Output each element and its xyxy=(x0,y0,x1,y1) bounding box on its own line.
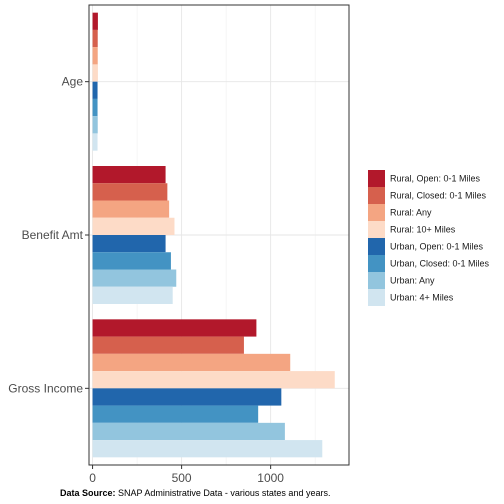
bar xyxy=(92,422,285,441)
y-tick-label: Gross Income xyxy=(8,381,83,395)
legend-key xyxy=(368,272,385,289)
legend-key xyxy=(368,289,385,306)
legend-label: Rural, Open: 0-1 Miles xyxy=(390,174,481,184)
bar xyxy=(92,286,173,304)
x-tick-label: 500 xyxy=(172,471,192,485)
bar xyxy=(92,319,257,337)
x-tick-label: 1000 xyxy=(257,471,284,485)
legend-key xyxy=(368,204,385,221)
bar xyxy=(92,235,166,253)
legend-label: Urban: Any xyxy=(390,276,435,286)
bar xyxy=(92,252,171,270)
bar xyxy=(92,166,166,184)
bar xyxy=(92,388,282,406)
legend-label: Rural, Closed: 0-1 Miles xyxy=(390,191,487,201)
bar xyxy=(92,98,98,117)
legend-label: Rural: 10+ Miles xyxy=(390,225,456,235)
legend-label: Urban: 4+ Miles xyxy=(390,293,454,303)
legend-key xyxy=(368,221,385,238)
caption-text: SNAP Administrative Data - various state… xyxy=(115,488,331,498)
bar xyxy=(92,183,168,201)
bar xyxy=(92,371,335,389)
bar xyxy=(92,133,98,151)
x-tick-label: 0 xyxy=(89,471,96,485)
bar xyxy=(92,29,98,48)
bar xyxy=(92,440,323,458)
bar xyxy=(92,47,98,65)
legend-key xyxy=(368,238,385,255)
legend-key xyxy=(368,170,385,187)
bar xyxy=(92,353,291,372)
legend-label: Rural: Any xyxy=(390,208,432,218)
legend: Rural, Open: 0-1 Miles Rural, Closed: 0-1… xyxy=(368,170,490,306)
y-tick-label: Age xyxy=(62,75,84,89)
bar xyxy=(92,269,177,287)
caption: Data Source: SNAP Administrative Data - … xyxy=(60,488,330,498)
bars xyxy=(92,12,335,458)
bar xyxy=(92,217,175,235)
bar xyxy=(92,81,98,99)
bar xyxy=(92,64,98,82)
bar xyxy=(92,336,244,354)
caption-label: Data Source: xyxy=(60,488,116,498)
legend-label: Urban, Open: 0-1 Miles xyxy=(390,242,484,252)
y-axis: Age Benefit Amt Gross Income xyxy=(8,75,89,395)
bar xyxy=(92,200,170,218)
bar xyxy=(92,12,98,30)
y-tick-label: Benefit Amt xyxy=(22,228,84,242)
bar xyxy=(92,405,259,423)
legend-key xyxy=(368,255,385,272)
legend-key xyxy=(368,187,385,204)
bar xyxy=(92,116,98,134)
x-axis: 0 500 1000 xyxy=(89,465,284,485)
legend-label: Urban, Closed: 0-1 Miles xyxy=(390,259,490,269)
